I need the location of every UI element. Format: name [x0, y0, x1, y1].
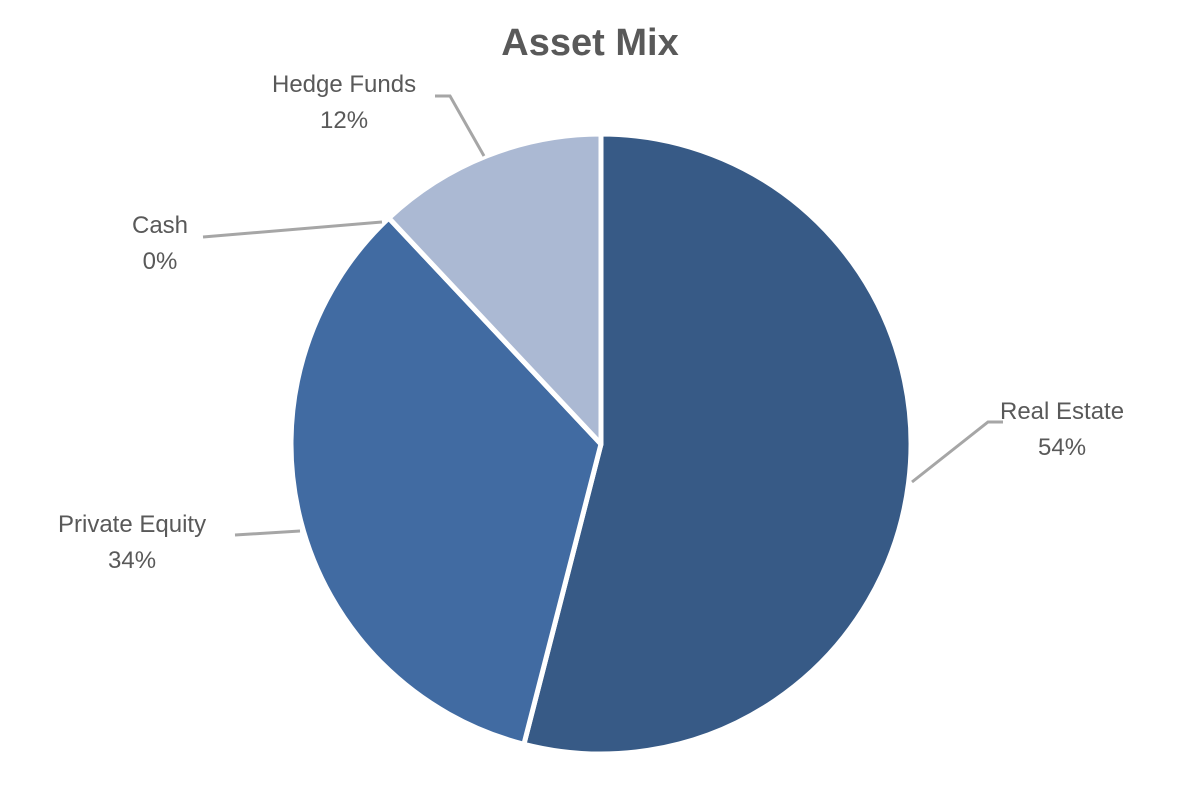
pie-slices — [288, 131, 914, 757]
label-name: Cash — [132, 212, 189, 239]
label-value: 54% — [1038, 434, 1087, 461]
label-name: Hedge Funds — [272, 71, 417, 98]
data-label-real-estate: Real Estate 54% — [1000, 394, 1124, 466]
label-name: Private Equity — [58, 511, 207, 538]
pie-slice-hedge-funds — [386, 131, 604, 447]
label-name: Real Estate — [1000, 398, 1125, 425]
leader-line-private-equity — [234, 529, 301, 537]
leader-line-hedge-funds — [435, 94, 486, 157]
pie-slice-private-equity — [288, 215, 604, 747]
pie-slice-real-estate — [521, 131, 914, 757]
label-value: 12% — [320, 107, 369, 134]
label-value: 0% — [142, 248, 178, 275]
leader-line-real-estate — [911, 420, 1003, 484]
leader-lines — [202, 94, 1003, 537]
data-label-cash: Cash 0% — [132, 208, 188, 280]
chart-title: Asset Mix — [501, 22, 679, 64]
label-value: 34% — [108, 547, 157, 574]
data-label-hedge-funds: Hedge Funds 12% — [272, 67, 416, 139]
data-label-private-equity: Private Equity 34% — [58, 507, 206, 579]
leader-line-cash — [202, 220, 383, 239]
